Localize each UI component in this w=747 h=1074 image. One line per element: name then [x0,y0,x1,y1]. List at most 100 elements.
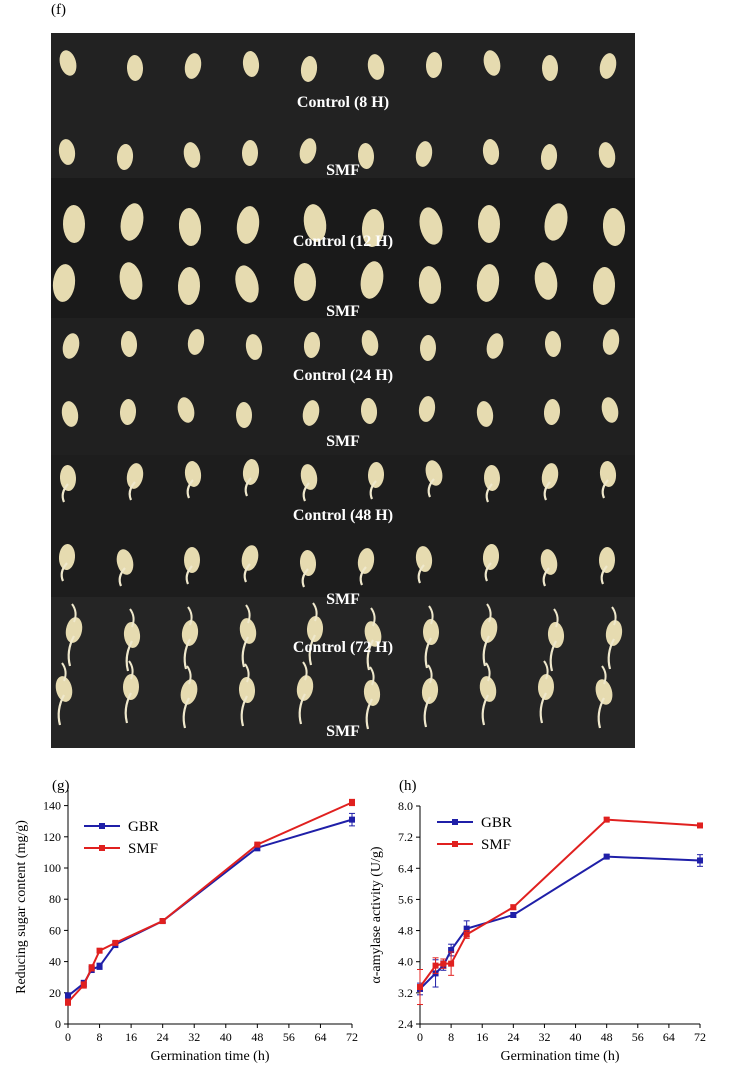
sprout [67,635,75,667]
chart-reducing-sugar: (g) 0 8 16 24 32 40 48 56 64 72 0 20 40 60 80 100 120 140 G… [14,778,358,1064]
grain [306,616,324,642]
grain [302,400,320,426]
sprout [244,477,252,497]
grain [534,262,558,300]
sprout [365,698,373,730]
grain [537,674,555,700]
sprout [597,697,605,729]
data-point-smf [349,799,355,806]
grain [123,622,141,648]
panel-label: (h) [399,778,417,794]
grain [483,465,501,491]
sprout [186,479,194,499]
grain [599,53,617,79]
legend-marker [99,845,105,851]
y-tick-label: 3.2 [398,986,413,1000]
y-tick-label: 140 [43,799,61,813]
grain [361,209,385,247]
data-point-gbr [510,912,517,918]
grain [364,621,382,647]
grain [126,463,144,489]
sprout [359,566,367,586]
shoot [302,661,308,681]
legend-marker [452,819,458,825]
x-tick-label: 72 [346,1030,358,1044]
grain [476,401,494,427]
x-tick-label: 16 [476,1030,488,1044]
sprout [481,694,489,726]
x-tick-label: 56 [283,1030,295,1044]
grain [58,139,76,165]
shoot [312,602,318,622]
grain [480,617,498,643]
shoot [543,660,549,680]
grain [52,264,76,302]
series-line-gbr [419,855,701,990]
grain [239,618,257,644]
sprout [427,478,435,498]
y-axis-title: Reducing sugar content (mg/g) [14,820,29,994]
data-point-gbr [697,857,703,864]
sprout [182,697,190,729]
sprout [298,693,306,725]
y-tick-label: 8.0 [398,799,413,813]
grain [598,142,616,168]
grain [360,261,384,299]
grain [122,674,140,700]
grain [595,679,613,705]
grain [303,204,327,242]
grain [482,544,500,570]
sprout [128,481,136,501]
grain [602,208,626,246]
sprout [125,640,133,672]
y-tick-label: 100 [43,861,61,875]
photo-row-label: Control (72 H) [293,639,393,656]
grain [55,676,73,702]
grain [419,335,437,361]
shoot [369,666,375,686]
sprout [482,635,490,667]
photo-band [51,33,635,178]
grain [116,549,134,575]
grain [479,676,497,702]
sprout [485,483,493,503]
shoot [128,660,134,680]
grain [367,54,385,80]
grain [62,333,80,359]
grain [300,56,318,82]
sprout [424,637,432,669]
series-line-gbr [67,818,353,997]
y-tick-label: 2.4 [398,1017,413,1031]
grain [241,545,259,571]
y-tick-label: 120 [43,830,61,844]
grain [184,547,200,573]
legend-label: GBR [128,819,159,835]
grain-photo: Control (8 H) SMF Control (12 H) SMF Control… [51,33,635,748]
sprout [601,479,609,499]
grain [367,462,385,488]
grain [178,208,202,246]
data-point-smf [463,931,470,938]
panel-f-label: (f) [51,2,66,18]
x-tick-label: 40 [220,1030,232,1044]
grain [245,334,263,360]
shoot [186,665,192,685]
legend-marker [452,841,458,847]
x-tick-label: 0 [417,1030,423,1044]
grain [422,619,440,645]
data-point-gbr [448,947,455,954]
shoot [61,662,67,682]
sprout [543,481,551,501]
sprout [542,567,550,587]
y-tick-label: 4.8 [398,924,413,938]
grain [540,549,558,575]
grain [296,675,314,701]
grain [544,331,562,357]
sprout [240,695,248,727]
shoot [71,603,77,623]
grain [418,396,436,422]
data-point-smf [159,918,166,925]
x-tick-label: 40 [570,1030,582,1044]
grain [541,55,559,81]
grain [183,142,201,168]
